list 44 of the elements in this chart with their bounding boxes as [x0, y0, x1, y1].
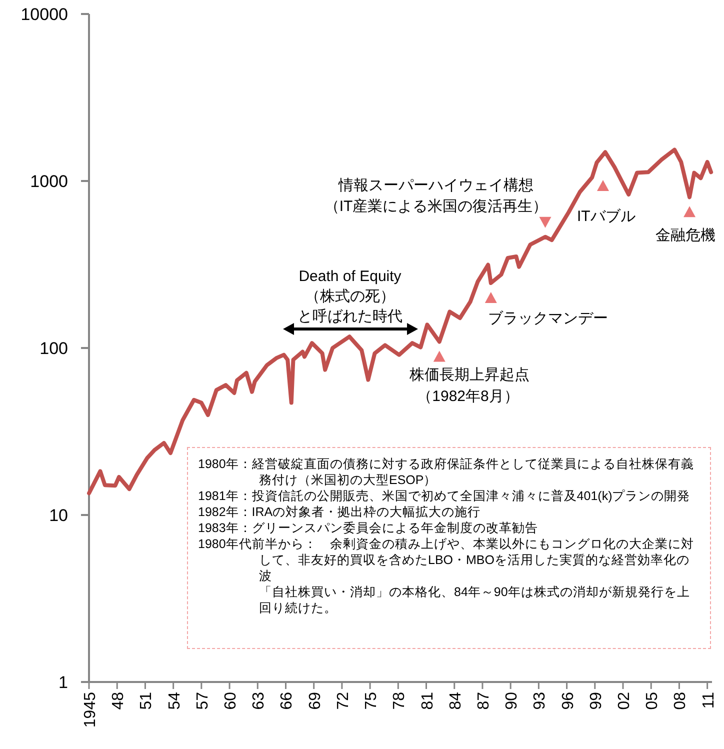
x-tick-label: 57 [194, 692, 212, 710]
annotation: 情報スーパーハイウェイ構想 [338, 176, 534, 194]
annotation: 金融危機 [656, 227, 716, 244]
x-tick-label: 02 [616, 692, 633, 710]
annotation: 1982年：IRAの対象者・拠出枠の大幅拡大の施行 [198, 504, 482, 520]
x-tick-label: 08 [672, 692, 690, 710]
annotation: ブラックマンデー [488, 310, 608, 328]
annotation: 1980年代前半から： 余剰資金の積み上げや、本業以外にもコングロ化の大企業に対して、非友好的買収を含めたLBO・MBOを活用した実質的な経営効率化の波 [198, 536, 695, 584]
x-tick-label: 05 [644, 692, 662, 710]
x-tick-label: 72 [334, 692, 352, 710]
x-tick-label: 48 [110, 692, 128, 710]
x-tick-label: 66 [278, 692, 296, 710]
annotation: 1983年：グリーンスパン委員会による年金制度の改革勧告 [198, 520, 539, 536]
y-tick-label: 10 [49, 506, 68, 525]
x-tick-label: 99 [588, 692, 605, 710]
x-tick-label: 93 [532, 692, 549, 710]
annotation: （株式の死） [305, 288, 395, 305]
x-tick-label: 84 [447, 692, 464, 710]
annotation: 「自社株買い・消却」の本格化、84年～90年は株式の消却が新規発行を上回り続けた。 [258, 584, 691, 616]
x-tick-label: 81 [419, 692, 436, 710]
x-tick-label: 11 [700, 692, 718, 709]
x-tick-label: 75 [363, 692, 380, 710]
x-tick-label: 78 [391, 692, 408, 710]
annotation: Death of Equity [298, 268, 402, 285]
annotation: （IT産業による米国の復活再生） [324, 198, 548, 215]
annotation: 1981年：投資信託の公開販売、米国で初めて全国津々浦々に普及401(k)プランの開発 [198, 488, 692, 504]
annotation: ITバブル [577, 208, 636, 225]
x-tick-label: 69 [306, 692, 324, 710]
y-tick-label: 100 [40, 339, 68, 358]
x-tick-label: 51 [138, 692, 156, 710]
x-tick-label: 63 [250, 692, 268, 710]
annotation: 株価長期上昇起点 [408, 366, 530, 384]
y-tick-label: 1000 [30, 172, 68, 191]
annotation: （1982年8月） [417, 388, 519, 405]
x-tick-label: 87 [475, 692, 492, 710]
x-tick-label: 1945 [82, 692, 99, 728]
x-tick-label: 54 [166, 692, 184, 710]
y-tick-label: 1 [58, 673, 68, 692]
x-tick-label: 90 [504, 692, 521, 710]
y-tick-label: 10000 [20, 5, 68, 24]
annotation: と呼ばれた時代 [298, 308, 402, 325]
annotation: 1980年：経営破綻直面の債務に対する政府保証条件として従業員による自社株保有義務付け（米国初の大型ESOP） [198, 456, 695, 488]
x-tick-label: 96 [560, 692, 577, 710]
x-tick-label: 60 [222, 692, 240, 710]
